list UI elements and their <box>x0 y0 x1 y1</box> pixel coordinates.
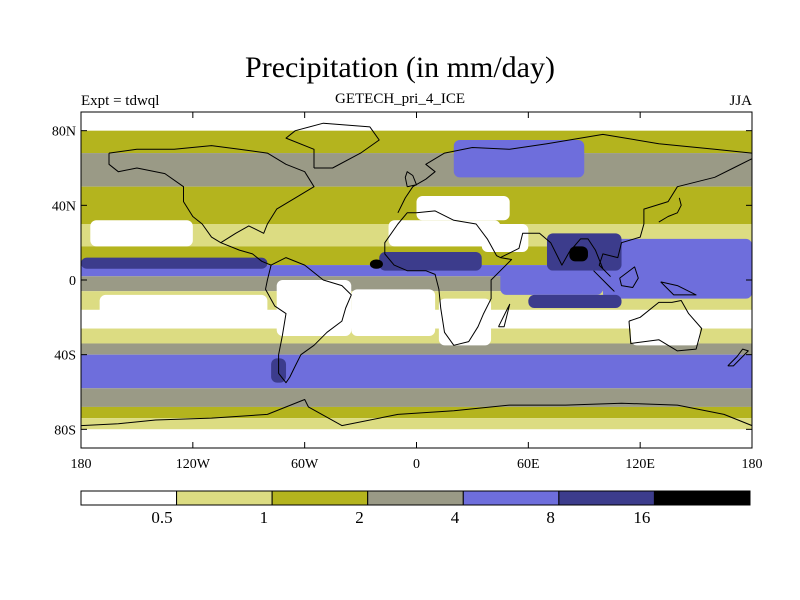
coastline-australia <box>628 300 703 352</box>
region-arctic-siberia-wet <box>453 140 585 178</box>
lat-band-15 <box>81 418 752 430</box>
experiment-label: Expt = tdwql <box>81 93 160 109</box>
colorbar-swatch-5 <box>558 490 655 506</box>
colorbar-label: 16 <box>633 508 650 527</box>
x-tick-label: 0 <box>413 457 420 472</box>
coastline-sumatra <box>593 270 615 292</box>
season-label: JJA <box>729 93 752 109</box>
region-antarctic-dry <box>267 433 715 448</box>
coastline-eurasia-africa <box>384 133 752 346</box>
colorbar-swatch-3 <box>367 490 464 506</box>
map-axes: 180 120W 60W 0 60E 120E 180 80N 40N 0 40S 80S <box>52 112 763 472</box>
coastline-north-america <box>108 145 315 244</box>
x-tick-label: 60W <box>291 457 319 472</box>
region-southern-africa-dry <box>438 298 492 346</box>
coastline-borneo <box>619 266 639 288</box>
lat-band-1 <box>81 130 752 154</box>
lat-band-2 <box>81 153 752 187</box>
chart-title: Precipitation (in mm/day) <box>245 51 555 84</box>
region-africa-core <box>369 259 383 269</box>
colorbar-swatch-4 <box>462 490 560 506</box>
lat-band-12 <box>81 354 752 389</box>
y-tick-label: 40N <box>52 199 76 214</box>
region-west-pacific-warm-pool <box>602 238 752 299</box>
x-tick-label: 60E <box>517 457 540 472</box>
colorbar-label: 0.5 <box>151 508 172 527</box>
y-tick-label: 40S <box>54 349 76 364</box>
coastline-new-zealand <box>727 348 749 367</box>
colorbar-label: 8 <box>546 508 555 527</box>
lat-band-0 <box>81 112 752 131</box>
lat-band-13 <box>81 388 752 407</box>
coastline-antarctica <box>81 399 752 427</box>
coastline-new-guinea <box>660 281 697 296</box>
region-north-pacific-dry <box>90 220 193 247</box>
coastline-layer <box>81 122 752 427</box>
coastline-greenland <box>285 122 380 169</box>
coastline-british-isles <box>404 171 417 188</box>
region-west-africa-monsoon <box>379 252 482 271</box>
coastline-south-america <box>265 257 352 384</box>
region-sahara-dry <box>388 220 501 247</box>
region-equatorial-indian-ocean <box>500 270 603 295</box>
colorbar-label: 4 <box>451 508 460 527</box>
region-east-pacific-itcz <box>81 257 268 269</box>
region-australia-dry <box>630 313 700 346</box>
colorbar-swatch-6 <box>653 490 751 506</box>
region-south-indian-ocean <box>528 294 622 308</box>
x-tick-label: 180 <box>742 457 763 472</box>
colorbar-swatch-1 <box>176 490 273 506</box>
region-mediterranean-dry <box>416 196 510 221</box>
colorbar: 0.5 1 2 4 8 16 <box>80 490 751 527</box>
lat-band-14 <box>81 406 752 419</box>
coastline-japan <box>658 197 682 223</box>
lat-band-11 <box>81 343 752 355</box>
region-south-america-dry <box>276 280 352 336</box>
chart-subtitle: GETECH_pri_4_ICE <box>335 91 465 107</box>
y-tick-label: 80S <box>54 423 76 438</box>
region-monsoon-core <box>569 246 588 262</box>
x-tick-label: 120W <box>176 457 211 472</box>
region-arabia-dry <box>481 224 529 252</box>
coastline-madagascar <box>498 303 511 328</box>
colorbar-swatch-2 <box>271 490 369 506</box>
x-tick-label: 180 <box>71 457 92 472</box>
y-tick-label: 80N <box>52 125 76 140</box>
map-field-layer <box>81 112 752 448</box>
coastline-central-america <box>220 242 272 266</box>
colorbar-label: 1 <box>260 508 269 527</box>
region-south-atlantic-dry <box>351 289 436 336</box>
x-tick-label: 120E <box>625 457 655 472</box>
y-tick-label: 0 <box>69 274 76 289</box>
colorbar-label: 2 <box>355 508 364 527</box>
region-south-pacific-dry <box>99 294 268 322</box>
colorbar-swatch-0 <box>80 490 178 506</box>
